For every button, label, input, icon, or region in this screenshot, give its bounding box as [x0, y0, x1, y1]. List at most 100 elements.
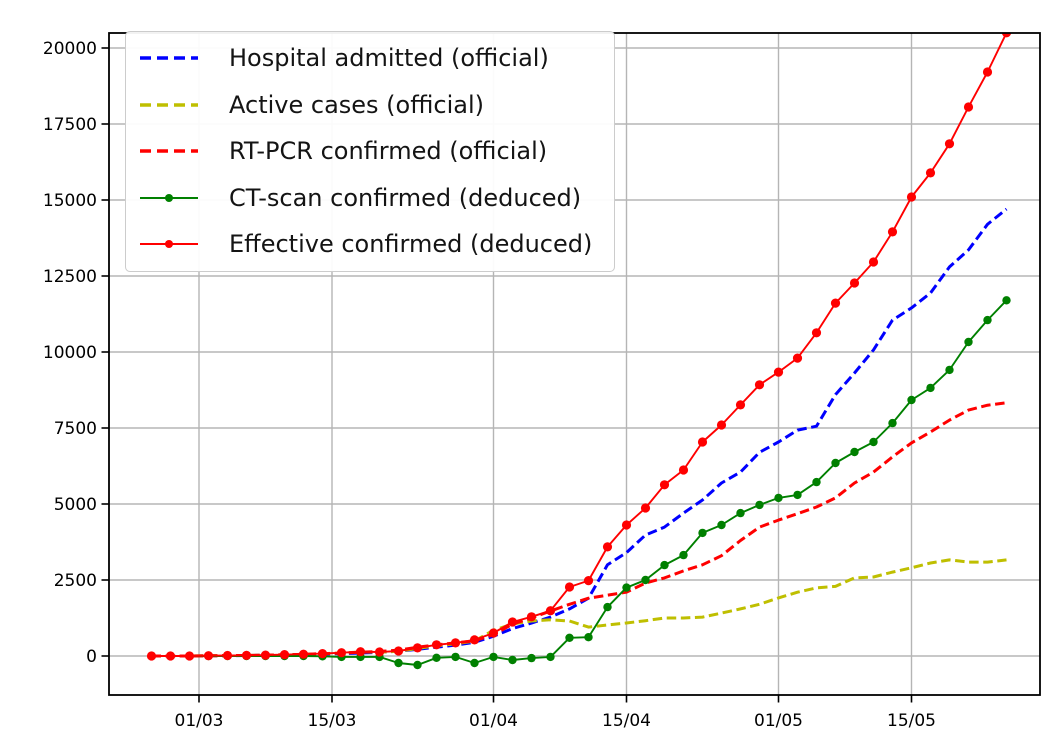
legend-label: Effective confirmed (deduced) [229, 230, 593, 259]
data-point [869, 437, 878, 447]
data-point [925, 168, 936, 178]
data-point [831, 458, 840, 468]
legend-line-sample [140, 240, 198, 249]
data-point [583, 576, 594, 586]
legend-label: RT-PCR confirmed (official) [229, 137, 548, 166]
data-point [279, 650, 290, 660]
data-point [907, 395, 916, 405]
data-point [584, 633, 593, 642]
data-point [660, 560, 669, 570]
data-point [546, 652, 555, 662]
data-point [850, 447, 859, 457]
data-point [983, 315, 992, 325]
data-point [508, 655, 517, 665]
data-point [564, 582, 575, 592]
x-tick-label: 15/05 [887, 711, 936, 731]
data-point [868, 257, 879, 267]
data-point [298, 649, 309, 659]
data-point [184, 651, 195, 661]
data-point [679, 550, 688, 560]
data-point [982, 67, 993, 77]
data-point [773, 367, 784, 377]
data-point [488, 628, 499, 638]
legend-line-sample [140, 149, 198, 153]
data-point [793, 490, 802, 500]
legend: Hospital admitted (official) Active cases… [125, 31, 616, 272]
data-point [260, 650, 271, 660]
data-point [716, 420, 727, 430]
data-point [887, 227, 898, 237]
y-tick-label: 5000 [54, 495, 97, 515]
legend-label: CT-scan confirmed (deduced) [229, 183, 582, 212]
data-point [792, 353, 803, 363]
data-point [412, 643, 423, 653]
data-point [565, 633, 574, 642]
data-point [1001, 33, 1012, 38]
legend-item: Effective confirmed (deduced) [138, 221, 592, 268]
data-point [527, 653, 536, 663]
series-line-3 [151, 299, 1008, 666]
legend-item: CT-scan confirmed (deduced) [138, 175, 592, 222]
y-tick-label: 7500 [54, 419, 97, 439]
series-line-4 [151, 33, 1008, 657]
series-line-1 [151, 558, 1007, 658]
data-point [355, 647, 366, 657]
data-point [849, 278, 860, 288]
data-point [906, 192, 917, 202]
legend-line-sample [140, 103, 198, 107]
data-point [394, 658, 403, 668]
data-point [470, 658, 479, 668]
x-tick-label: 01/05 [754, 711, 803, 731]
data-point [621, 520, 632, 530]
y-tick-label: 17500 [43, 115, 97, 135]
data-point [526, 612, 537, 622]
y-tick-label: 2500 [54, 571, 97, 591]
data-point [431, 640, 442, 650]
data-point [926, 383, 935, 393]
data-point [602, 542, 613, 552]
data-point [413, 660, 422, 670]
data-point [830, 298, 841, 308]
y-tick-label: 10000 [43, 343, 97, 363]
legend-item: Active cases (official) [138, 82, 592, 129]
data-point [754, 380, 765, 390]
data-point [736, 508, 745, 518]
data-point [432, 653, 441, 662]
x-tick-label: 15/03 [308, 711, 357, 731]
legend-item: RT-PCR confirmed (official) [138, 128, 592, 175]
data-point [944, 139, 955, 149]
data-point [450, 638, 461, 648]
data-point [622, 583, 631, 592]
data-point [812, 477, 821, 487]
y-tick-label: 20000 [43, 39, 97, 59]
data-point [393, 646, 404, 656]
data-point [165, 651, 176, 661]
data-point [317, 649, 328, 659]
data-point [698, 528, 707, 538]
data-point [888, 418, 897, 428]
data-point [507, 617, 518, 627]
y-tick-label: 12500 [43, 267, 97, 287]
data-point [451, 652, 460, 662]
data-point [964, 337, 973, 347]
data-point [945, 365, 954, 375]
y-tick-label: 0 [86, 647, 97, 667]
series-line-2 [151, 401, 1007, 658]
data-point [603, 602, 612, 612]
data-point [640, 503, 651, 513]
data-point [963, 102, 974, 112]
data-point [755, 500, 764, 510]
legend-label: Hospital admitted (official) [229, 44, 549, 73]
data-point [717, 520, 726, 530]
data-point [774, 493, 783, 503]
data-point [374, 647, 385, 657]
series-group [146, 33, 1012, 670]
data-point [1002, 296, 1011, 305]
data-point [545, 606, 556, 616]
data-point [241, 650, 252, 661]
legend-line-sample [140, 193, 198, 202]
legend-line-sample [140, 56, 198, 60]
data-point [146, 651, 157, 661]
x-tick-label: 15/04 [602, 711, 651, 731]
